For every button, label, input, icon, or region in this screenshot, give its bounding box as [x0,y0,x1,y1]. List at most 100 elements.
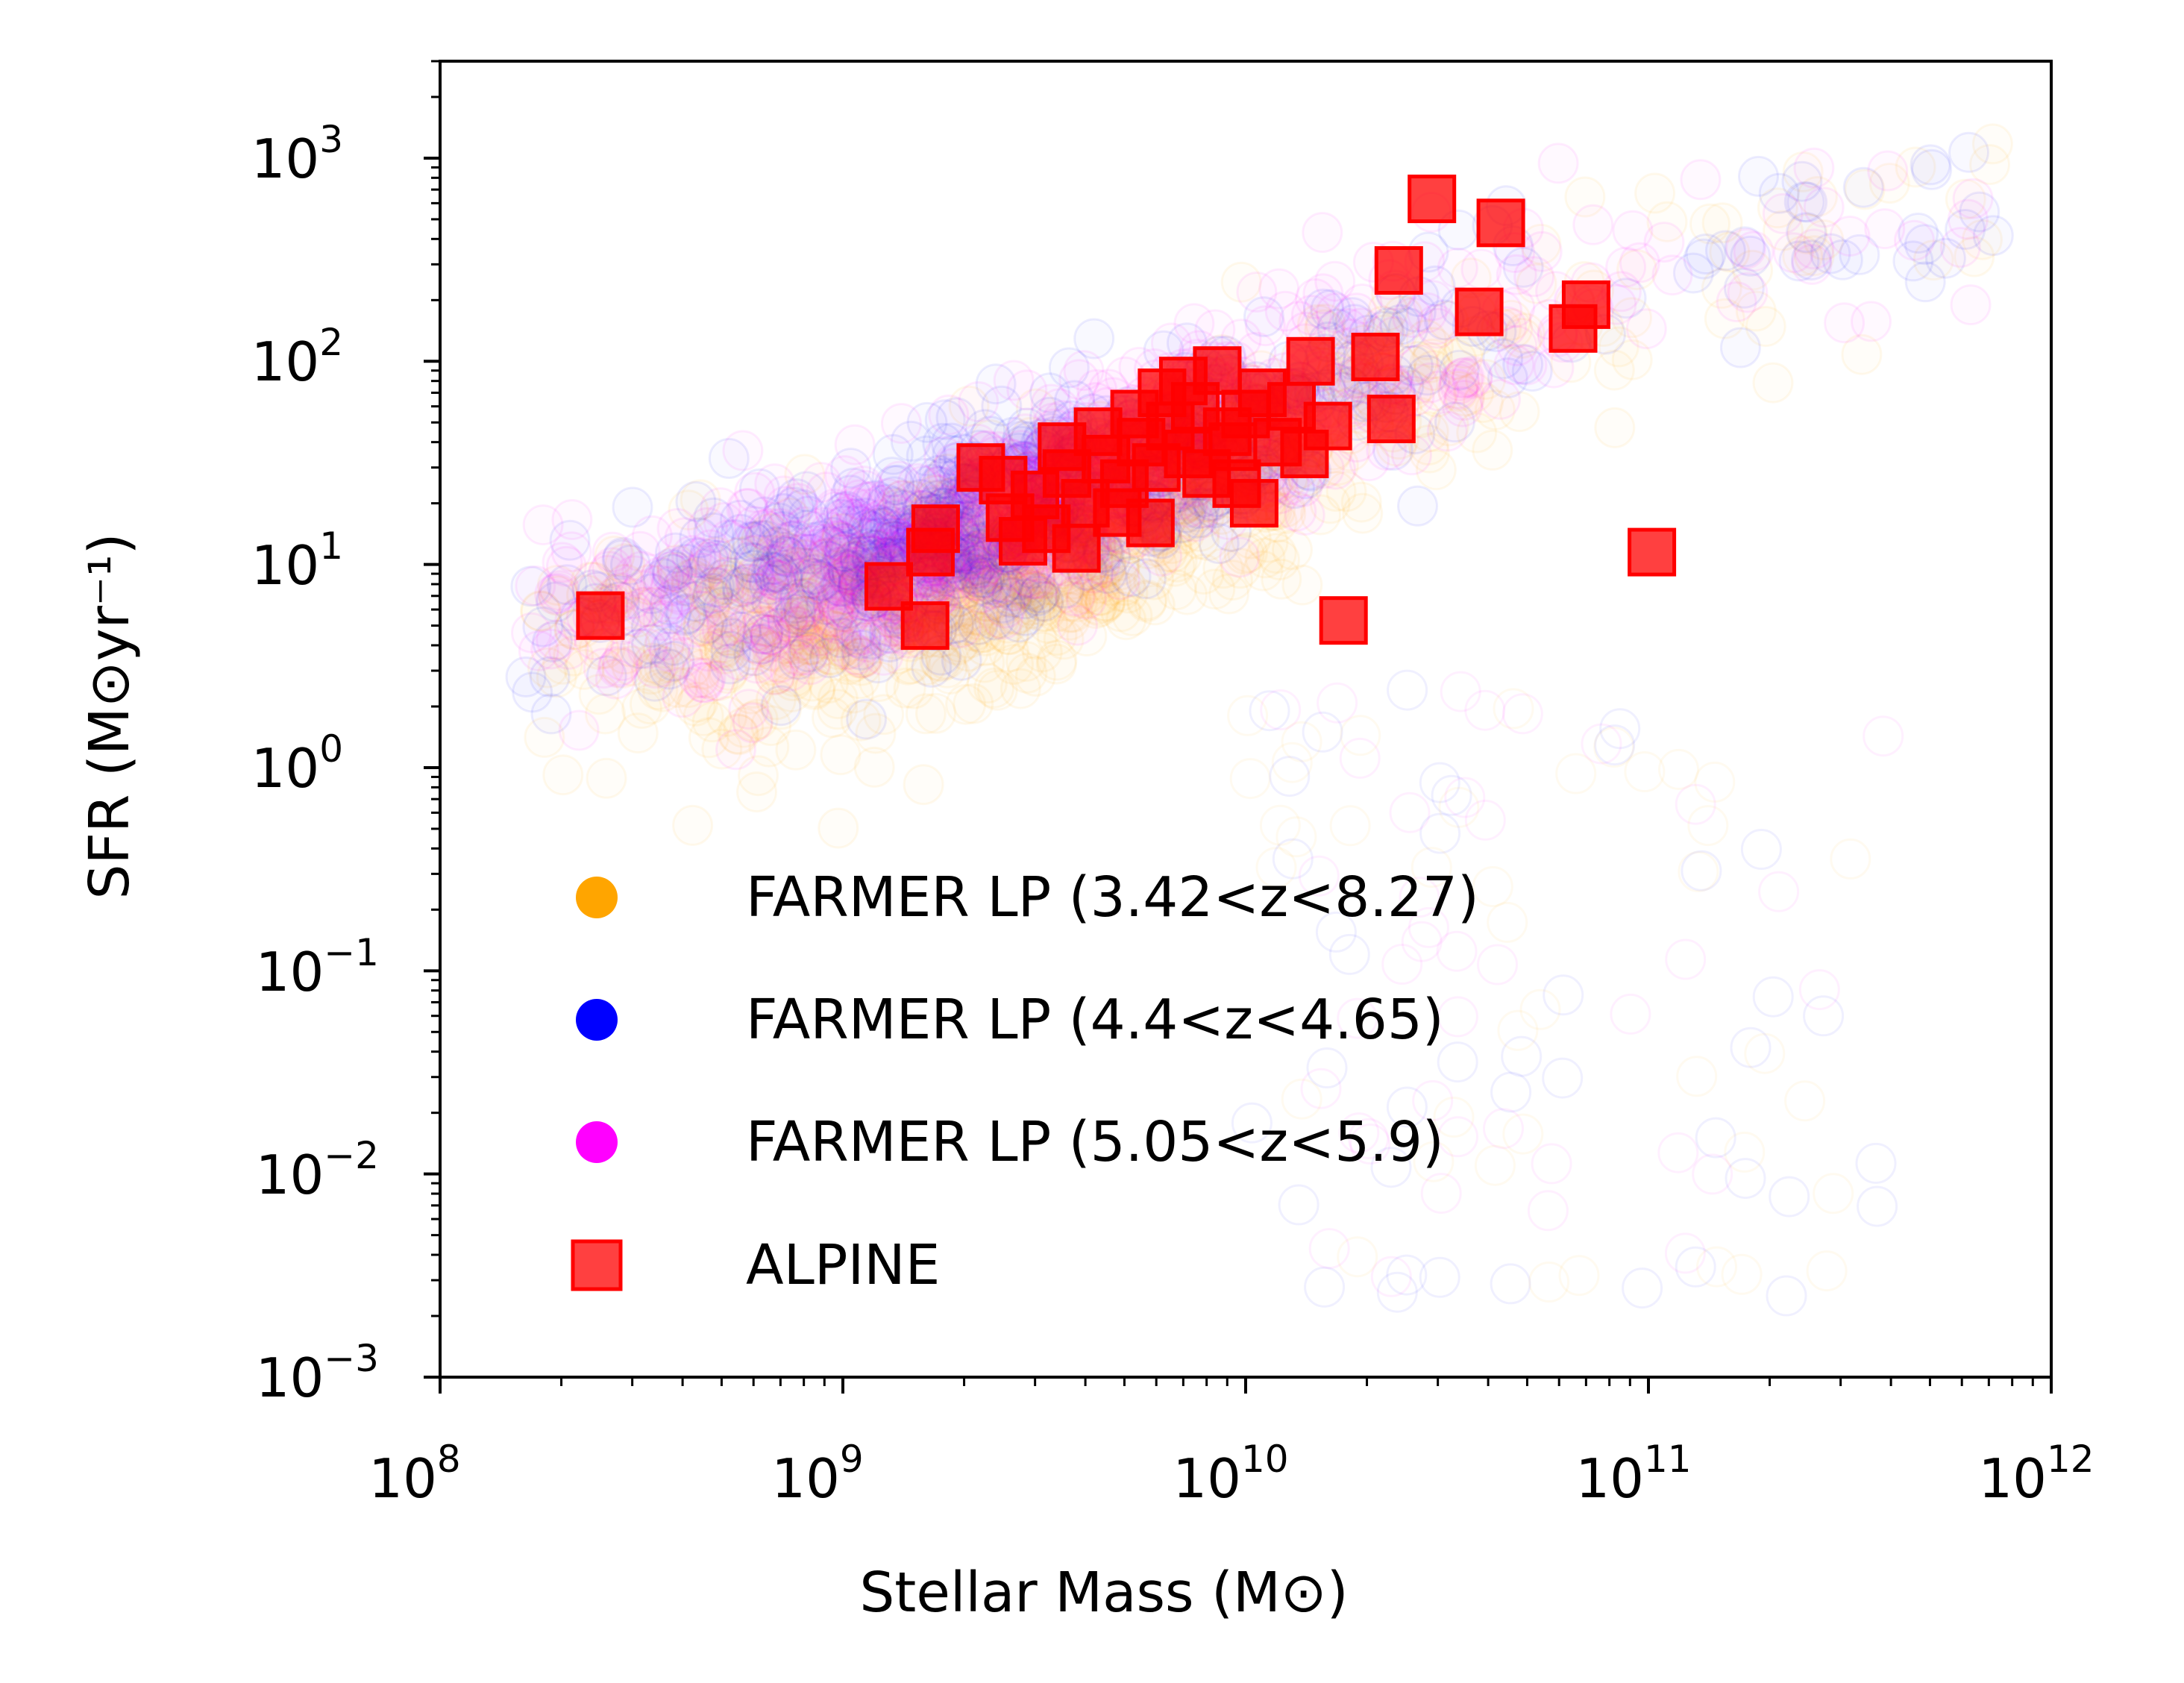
farmer-point [767,598,808,639]
farmer-point [772,660,814,702]
farmer-point [729,542,771,583]
farmer-point [652,554,693,595]
farmer-point [1894,219,1935,261]
farmer-outlier [1855,1142,1897,1184]
farmer-point [664,595,706,636]
farmer-point [1412,280,1454,322]
farmer-point [736,771,777,813]
farmer-point [1950,284,1992,326]
farmer-point [1173,501,1215,542]
farmer-point [754,559,796,601]
farmer-point [1521,231,1563,272]
farmer-point [1685,234,1727,275]
farmer-point [1646,201,1688,242]
farmer-outlier [1438,786,1480,828]
farmer-point [835,634,877,676]
farmer-outlier [1543,974,1584,1016]
farmer-point [1000,568,1041,609]
farmer-outlier [1483,1108,1524,1150]
farmer-point [672,804,714,846]
farmer-point [815,621,856,662]
farmer-point [840,618,882,659]
farmer-point [748,726,790,768]
farmer-point [823,530,865,572]
farmer-outlier [1664,1232,1706,1274]
farmer-point [873,476,915,518]
farmer-point [833,541,875,583]
farmer-point [597,647,638,689]
farmer-point [963,560,1005,602]
farmer-outlier [1490,1071,1532,1113]
farmer-point [720,611,762,653]
y-tick-label-1e3: 103 [251,118,343,190]
farmer-point [1904,261,1946,303]
farmer-outlier [1329,805,1371,847]
farmer-point [1487,357,1528,399]
farmer-point [609,544,651,586]
farmer-point [671,566,712,608]
legend-label-farmer-3-42: FARMER LP (3.42<z<8.27) [746,865,1479,930]
farmer-point [732,701,774,742]
farmer-point [1786,213,1828,254]
farmer-point [691,701,733,743]
y-tick-label-1e-2: 10−2 [256,1134,379,1206]
farmer-point [776,609,818,651]
farmer-point [688,717,729,759]
farmer-point [1810,233,1851,275]
farmer-point [1016,618,1058,660]
farmer-point [998,601,1040,643]
farmer-outlier [1769,1176,1810,1217]
farmer-point [1025,591,1066,633]
farmer-point [512,671,553,713]
farmer-point [750,614,791,656]
farmer-point [830,474,871,516]
farmer-point [850,480,892,522]
farmer-point [601,648,643,689]
farmer-point [701,609,743,651]
farmer-point [619,530,661,572]
farmer-point [621,688,662,730]
farmer-point [915,692,956,734]
farmer-point [1399,344,1440,386]
farmer-point [1412,338,1454,380]
farmer-outlier [1271,742,1313,783]
farmer-point [627,627,668,669]
farmer-point [733,635,775,677]
farmer-point [1264,290,1306,332]
farmer-point [731,521,773,562]
farmer-point [841,614,882,656]
farmer-point [662,677,703,718]
farmer-point [1107,572,1149,614]
farmer-outlier [1437,1116,1478,1158]
farmer-point [650,642,691,683]
farmer-point [1758,172,1800,214]
farmer-point [1709,231,1751,273]
farmer-point [752,544,794,586]
farmer-point [707,564,749,605]
farmer-point [1504,313,1546,354]
farmer-outlier [1376,1271,1418,1313]
farmer-point [1202,548,1244,589]
farmer-point [840,700,882,742]
farmer-point [768,586,809,628]
farmer-point [797,528,838,570]
farmer-point [717,713,759,755]
farmer-point [824,531,866,573]
farmer-point [935,567,977,609]
farmer-point [1947,198,1989,240]
farmer-point [971,568,1012,609]
farmer-point [735,563,776,605]
farmer-point [708,519,749,561]
farmer-point [979,598,1020,639]
farmer-point [604,543,646,585]
farmer-point [624,570,665,612]
farmer-point [1099,545,1141,586]
farmer-point [1948,131,1989,173]
farmer-point [1778,240,1820,282]
farmer-point [515,565,556,607]
farmer-point [706,653,748,695]
legend-marker-alpine [571,1239,623,1291]
farmer-point [1173,303,1215,345]
farmer-point [877,633,919,675]
